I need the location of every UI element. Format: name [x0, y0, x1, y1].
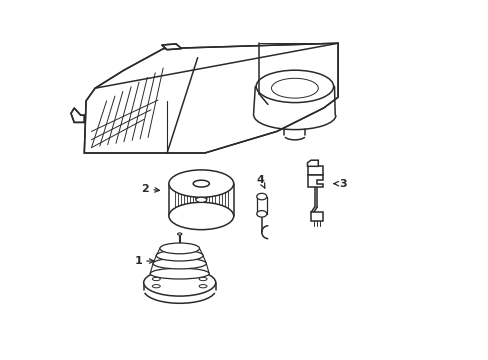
- Ellipse shape: [156, 250, 203, 261]
- Ellipse shape: [143, 269, 215, 296]
- Ellipse shape: [199, 277, 206, 281]
- Ellipse shape: [256, 193, 266, 200]
- Text: 4: 4: [256, 175, 264, 185]
- Polygon shape: [307, 175, 322, 187]
- Ellipse shape: [193, 180, 209, 187]
- Ellipse shape: [140, 184, 151, 194]
- Ellipse shape: [196, 197, 206, 202]
- Text: 3: 3: [339, 179, 346, 189]
- Ellipse shape: [255, 175, 265, 185]
- Text: 1: 1: [134, 256, 142, 266]
- Ellipse shape: [199, 284, 206, 288]
- Ellipse shape: [168, 170, 233, 197]
- Ellipse shape: [152, 277, 160, 281]
- Ellipse shape: [168, 202, 233, 230]
- Ellipse shape: [337, 178, 348, 189]
- Ellipse shape: [160, 243, 199, 254]
- Polygon shape: [307, 160, 318, 166]
- Ellipse shape: [152, 284, 160, 288]
- Polygon shape: [71, 108, 84, 122]
- Polygon shape: [310, 212, 322, 221]
- Ellipse shape: [177, 233, 182, 235]
- Ellipse shape: [133, 256, 143, 266]
- Text: 2: 2: [142, 184, 149, 194]
- Polygon shape: [84, 43, 337, 153]
- Ellipse shape: [150, 268, 209, 279]
- Ellipse shape: [256, 211, 266, 217]
- Polygon shape: [162, 44, 181, 50]
- Ellipse shape: [153, 258, 206, 269]
- Polygon shape: [307, 166, 322, 175]
